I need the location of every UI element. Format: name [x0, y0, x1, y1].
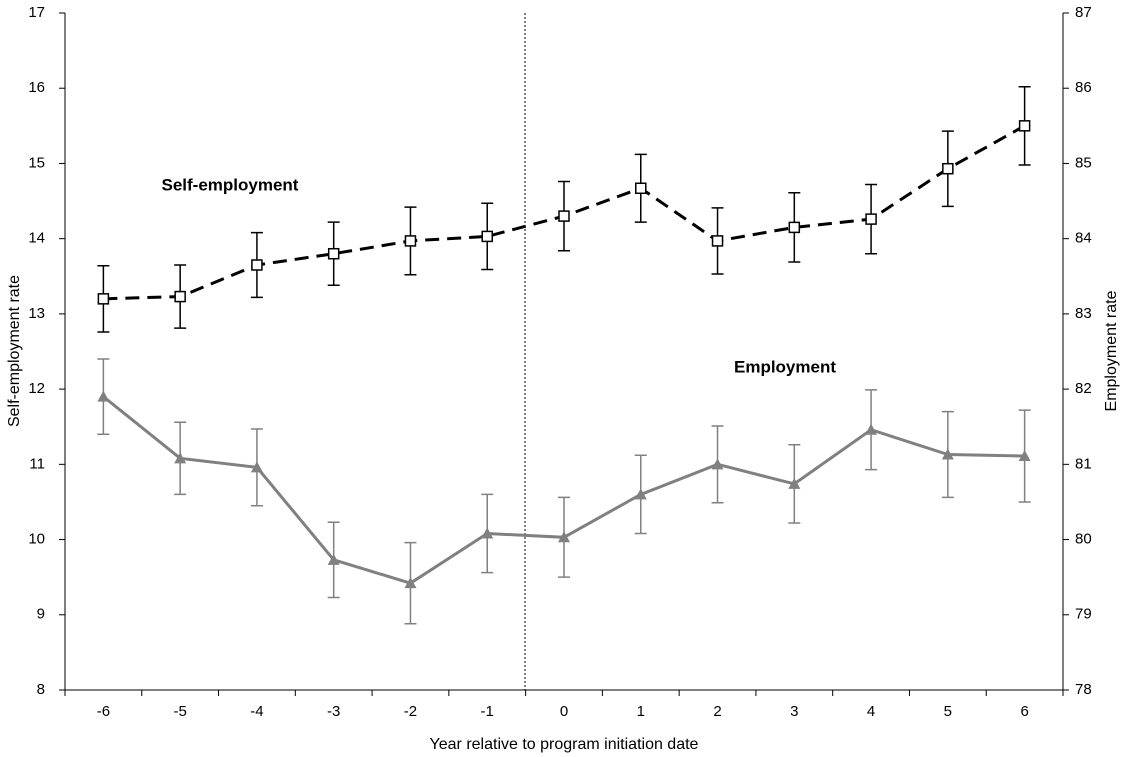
x-tick-label: -6: [97, 703, 110, 720]
x-tick-label: -5: [173, 703, 186, 720]
y-tick-label: 9: [37, 606, 45, 623]
marker: [97, 293, 110, 305]
marker: [635, 182, 647, 195]
marker: [941, 448, 954, 460]
y2-tick-label: 81: [1075, 455, 1092, 472]
y-tick-label: 8: [37, 681, 45, 698]
marker: [942, 162, 954, 175]
y2-tick-label: 82: [1075, 380, 1092, 397]
marker: [97, 390, 110, 402]
y-tick-label: 13: [28, 305, 45, 322]
marker: [404, 235, 417, 247]
y2-axis-title: Employment rate: [1103, 290, 1120, 411]
marker: [865, 213, 877, 225]
x-tick-label: -4: [250, 703, 263, 720]
y2-tick-label: 86: [1075, 79, 1092, 96]
marker: [865, 423, 878, 435]
x-tick-label: 1: [637, 703, 645, 720]
marker: [327, 553, 340, 565]
x-tick-label: -3: [327, 703, 340, 720]
marker: [250, 461, 263, 473]
y2-tick-label: 78: [1075, 681, 1092, 698]
x-tick-label: 0: [560, 703, 568, 720]
marker: [788, 477, 801, 489]
marker: [1018, 450, 1031, 462]
x-tick-label: -2: [404, 703, 417, 720]
x-tick-label: 5: [944, 703, 952, 720]
marker: [558, 210, 570, 222]
marker: [558, 531, 570, 543]
y-tick-label: 16: [28, 79, 45, 96]
y2-tick-label: 87: [1075, 4, 1092, 21]
x-tick-label: 4: [867, 703, 875, 720]
x-axis-title: Year relative to program initiation date: [430, 736, 699, 753]
marker: [404, 577, 417, 589]
y-tick-label: 17: [28, 4, 45, 21]
y2-tick-label: 79: [1075, 606, 1092, 623]
x-tick-label: 2: [713, 703, 721, 720]
marker: [634, 488, 647, 500]
y-tick-label: 11: [29, 455, 45, 472]
y-axis-title: Self-employment rate: [6, 275, 23, 427]
marker: [788, 221, 801, 234]
marker: [481, 527, 494, 539]
x-tick-label: 6: [1020, 703, 1028, 720]
y2-tick-label: 85: [1075, 154, 1092, 171]
series-annotation: Employment: [734, 357, 836, 376]
marker: [1018, 120, 1031, 132]
marker: [251, 259, 263, 271]
x-tick-label: -1: [481, 703, 494, 720]
y-tick-label: 15: [28, 154, 45, 171]
y2-tick-label: 84: [1075, 230, 1092, 247]
marker: [174, 290, 186, 303]
y2-tick-label: 83: [1075, 305, 1092, 322]
marker: [174, 452, 187, 464]
marker: [481, 230, 493, 243]
y-tick-label: 14: [28, 230, 45, 247]
x-tick-label: 3: [790, 703, 798, 720]
marker: [711, 458, 724, 470]
marker: [711, 235, 724, 247]
series-annotation: Self-employment: [162, 175, 299, 194]
y-tick-label: 12: [28, 380, 45, 397]
y2-tick-label: 80: [1075, 531, 1092, 548]
y-tick-label: 10: [28, 531, 45, 548]
marker: [327, 247, 340, 260]
